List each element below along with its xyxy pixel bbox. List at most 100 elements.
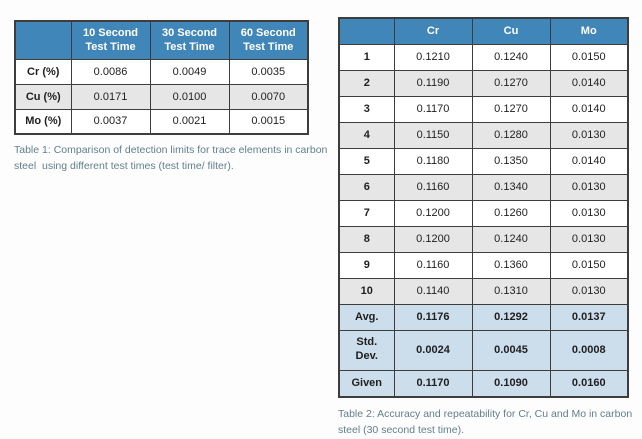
value-cell: 0.0140 [549, 69, 629, 97]
table2-caption: Table 2: Accuracy and repeatability for … [338, 408, 636, 437]
row-label: 10 [338, 277, 395, 305]
value-cell: 0.0137 [549, 303, 629, 331]
table-row: 8 0.1200 0.1240 0.0130 [338, 225, 629, 253]
value-cell: 0.1280 [471, 121, 551, 149]
column-header: 60 Second Test Time [228, 20, 309, 60]
table-row: Avg. 0.1176 0.1292 0.0137 [338, 303, 629, 331]
row-label: Cu (%) [14, 83, 72, 110]
value-cell: 0.1160 [393, 173, 473, 201]
value-cell: 0.1292 [471, 303, 551, 331]
value-cell: 0.1270 [471, 69, 551, 97]
accuracy-repeatability-table-body: 1 0.1210 0.1240 0.0150 2 0.1190 0.1270 0.0140 3 0… [338, 43, 629, 398]
value-cell: 0.1170 [393, 95, 473, 123]
value-cell: 0.0130 [549, 277, 629, 305]
value-cell: 0.1350 [471, 147, 551, 175]
table-row: Given 0.1170 0.1090 0.0160 [338, 369, 629, 398]
table1-caption: Table 1: Comparison of detection limits … [14, 144, 331, 173]
row-label: Cr (%) [14, 58, 72, 85]
value-cell: 0.1310 [471, 277, 551, 305]
table-row: Cu (%) 0.0171 0.0100 0.0070 [14, 83, 309, 110]
accuracy-repeatability-table-header: Cr Cu Mo [338, 17, 629, 45]
column-header: 10 Second Test Time [70, 20, 151, 60]
accuracy-repeatability-table: Cr Cu Mo 1 0.1210 0.1240 0.0150 2 0.1190 0.1270 0… [338, 17, 629, 398]
table-row: 4 0.1150 0.1280 0.0130 [338, 121, 629, 149]
value-cell: 0.1190 [393, 69, 473, 97]
value-cell: 0.1340 [471, 173, 551, 201]
value-cell: 0.0045 [471, 329, 551, 371]
value-cell: 0.0140 [549, 95, 629, 123]
value-cell: 0.1260 [471, 199, 551, 227]
value-cell: 0.1090 [471, 369, 551, 398]
column-header: 30 Second Test Time [149, 20, 230, 60]
table-row: 6 0.1160 0.1340 0.0130 [338, 173, 629, 201]
row-label: Std. Dev. [338, 329, 395, 371]
column-header: Cr [393, 17, 473, 45]
value-cell: 0.1240 [471, 225, 551, 253]
value-cell: 0.0037 [70, 108, 151, 135]
value-cell: 0.0130 [549, 225, 629, 253]
value-cell: 0.1160 [393, 251, 473, 279]
row-label: Mo (%) [14, 108, 72, 135]
value-cell: 0.0035 [228, 58, 309, 85]
detection-limits-table-container: 10 Second Test Time 30 Second Test Time 60… [14, 20, 309, 135]
value-cell: 0.1270 [471, 95, 551, 123]
detection-limits-table-header: 10 Second Test Time 30 Second Test Time 60… [14, 20, 309, 60]
value-cell: 0.0130 [549, 121, 629, 149]
value-cell: 0.1140 [393, 277, 473, 305]
detection-limits-table: 10 Second Test Time 30 Second Test Time 60… [14, 20, 309, 135]
detection-limits-table-body: Cr (%) 0.0086 0.0049 0.0035 Cu (%) 0.0171 0.01… [14, 58, 309, 135]
value-cell: 0.1200 [393, 225, 473, 253]
row-label: 7 [338, 199, 395, 227]
row-label: 4 [338, 121, 395, 149]
table-row: 10 0.1140 0.1310 0.0130 [338, 277, 629, 305]
value-cell: 0.1210 [393, 43, 473, 71]
row-label: Avg. [338, 303, 395, 331]
value-cell: 0.0049 [149, 58, 230, 85]
value-cell: 0.0015 [228, 108, 309, 135]
row-label: 2 [338, 69, 395, 97]
value-cell: 0.0024 [393, 329, 473, 371]
table-row: 2 0.1190 0.1270 0.0140 [338, 69, 629, 97]
corner-header-cell [338, 17, 395, 45]
row-label: Given [338, 369, 395, 398]
value-cell: 0.0171 [70, 83, 151, 110]
table-row: 3 0.1170 0.1270 0.0140 [338, 95, 629, 123]
table-row: Mo (%) 0.0037 0.0021 0.0015 [14, 108, 309, 135]
table-row: Std. Dev. 0.0024 0.0045 0.0008 [338, 329, 629, 371]
header-row: Cr Cu Mo [338, 17, 629, 45]
column-header: Mo [549, 17, 629, 45]
column-header: Cu [471, 17, 551, 45]
value-cell: 0.0150 [549, 251, 629, 279]
value-cell: 0.1150 [393, 121, 473, 149]
header-row: 10 Second Test Time 30 Second Test Time 60… [14, 20, 309, 60]
row-label: 3 [338, 95, 395, 123]
value-cell: 0.0160 [549, 369, 629, 398]
row-label: 1 [338, 43, 395, 71]
value-cell: 0.0008 [549, 329, 629, 371]
value-cell: 0.1360 [471, 251, 551, 279]
table-row: 5 0.1180 0.1350 0.0140 [338, 147, 629, 175]
value-cell: 0.0140 [549, 147, 629, 175]
value-cell: 0.0130 [549, 199, 629, 227]
row-label: 6 [338, 173, 395, 201]
table-row: 7 0.1200 0.1260 0.0130 [338, 199, 629, 227]
row-label: 9 [338, 251, 395, 279]
value-cell: 0.0021 [149, 108, 230, 135]
value-cell: 0.1176 [393, 303, 473, 331]
row-label: 8 [338, 225, 395, 253]
corner-header-cell [14, 20, 72, 60]
value-cell: 0.0086 [70, 58, 151, 85]
value-cell: 0.1180 [393, 147, 473, 175]
value-cell: 0.1240 [471, 43, 551, 71]
value-cell: 0.0130 [549, 173, 629, 201]
value-cell: 0.1170 [393, 369, 473, 398]
table-row: 9 0.1160 0.1360 0.0150 [338, 251, 629, 279]
value-cell: 0.1200 [393, 199, 473, 227]
table-row: 1 0.1210 0.1240 0.0150 [338, 43, 629, 71]
table-row: Cr (%) 0.0086 0.0049 0.0035 [14, 58, 309, 85]
value-cell: 0.0150 [549, 43, 629, 71]
value-cell: 0.0070 [228, 83, 309, 110]
value-cell: 0.0100 [149, 83, 230, 110]
accuracy-repeatability-table-container: Cr Cu Mo 1 0.1210 0.1240 0.0150 2 0.1190 0.1270 0… [338, 17, 629, 398]
